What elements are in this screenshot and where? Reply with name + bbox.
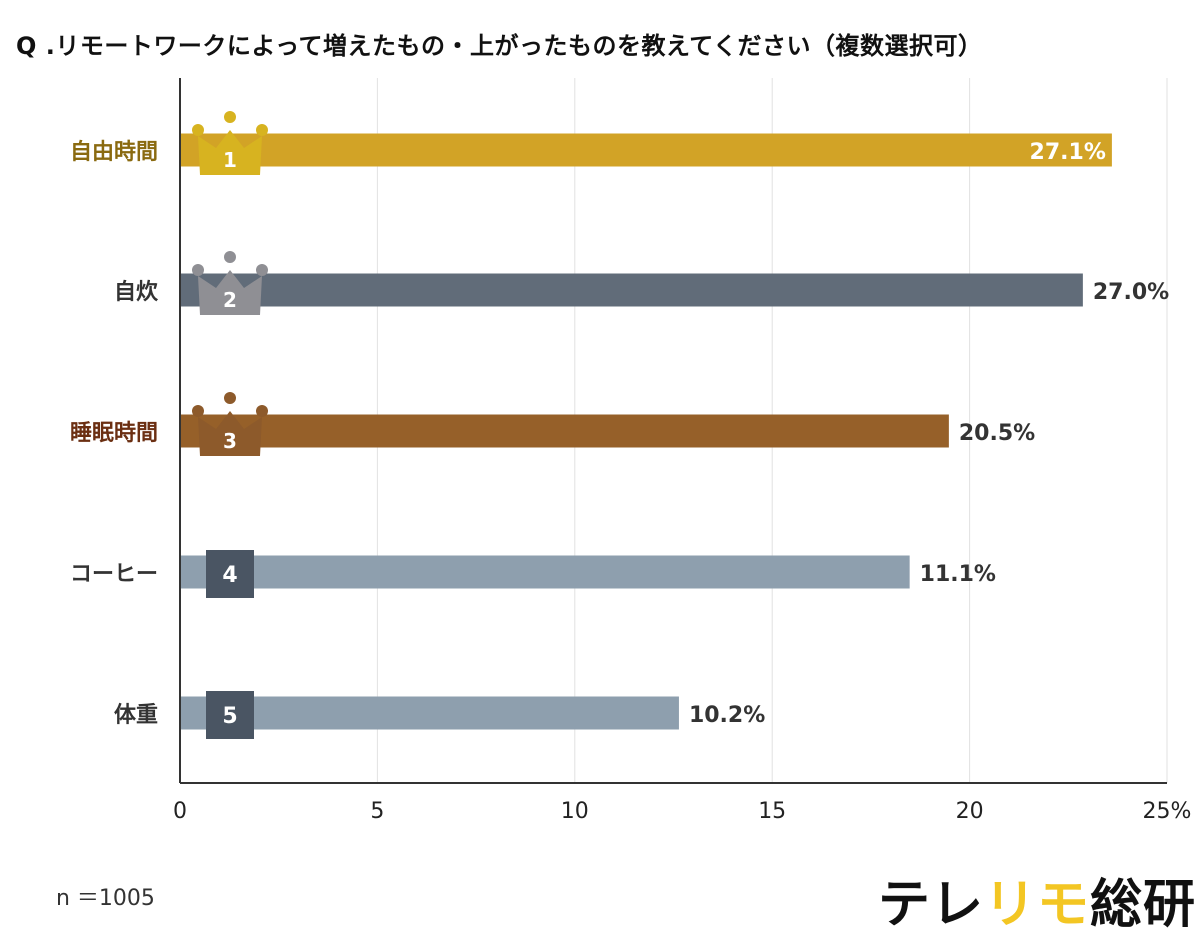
rank-box [206, 691, 254, 739]
category-label: 自由時間 [70, 139, 158, 165]
category-label: コーヒー [70, 562, 158, 587]
brand-text-rimo: リモ [983, 875, 1090, 935]
rank-number: 4 [222, 563, 237, 588]
rank-2-crown-icon: 2 [192, 251, 268, 315]
x-tick-label: 25% [1143, 799, 1192, 824]
value-label: 10.2% [689, 703, 765, 728]
rank-number: 1 [223, 148, 237, 172]
rank-5-badge: 5 [206, 691, 254, 739]
bar-5 [180, 696, 679, 730]
rank-3-crown-icon: 3 [192, 392, 268, 456]
sample-size-note: n ＝1005 [56, 886, 155, 911]
x-tick-label: 0 [173, 799, 187, 824]
crown-body [198, 130, 262, 175]
category-label: 睡眠時間 [70, 421, 158, 446]
value-label: 27.0% [1093, 280, 1169, 305]
rank-number: 2 [223, 288, 237, 312]
crown-jewel [224, 251, 236, 263]
rank-4-badge: 4 [206, 550, 254, 598]
value-label: 11.1% [920, 562, 996, 587]
bar-1 [180, 133, 1112, 167]
rank-box [206, 550, 254, 598]
x-tick-label: 10 [561, 799, 589, 824]
crown-jewel [256, 405, 268, 417]
value-label: 20.5% [959, 421, 1035, 446]
crown-jewel [192, 264, 204, 276]
bar-2 [180, 273, 1083, 307]
bars-group: 自由時間 27.1% 1 自炊 27.0% 2 睡眠時間 20.5% 3 コーヒー 11.1% 4 体重… [70, 111, 1169, 739]
crown-body [198, 270, 262, 315]
bar-4 [180, 555, 910, 589]
brand-logo: テレリモ総研 [878, 862, 1196, 937]
brand-text-tele: テレ [877, 875, 984, 935]
category-label: 体重 [114, 703, 158, 728]
brand-text-souken: 総研 [1089, 875, 1196, 935]
x-tick-label: 20 [956, 799, 984, 824]
crown-jewel [224, 392, 236, 404]
x-tick-label: 5 [370, 799, 384, 824]
category-label: 自炊 [114, 279, 159, 305]
crown-jewel [256, 264, 268, 276]
rank-1-crown-icon: 1 [192, 111, 268, 175]
crown-jewel [192, 124, 204, 136]
crown-body [198, 411, 262, 456]
crown-jewel [256, 124, 268, 136]
crown-jewel [224, 111, 236, 123]
value-label: 27.1% [1030, 140, 1106, 165]
crown-jewel [192, 405, 204, 417]
rank-number: 3 [223, 429, 237, 453]
chart-title: Q .リモートワークによって増えたもの・上がったものを教えてください（複数選択可… [16, 32, 983, 60]
rank-number: 5 [222, 704, 237, 729]
bar-3 [180, 414, 949, 448]
x-tick-label: 15 [758, 799, 786, 824]
axes: 0 5 10 15 20 25% [173, 78, 1191, 824]
